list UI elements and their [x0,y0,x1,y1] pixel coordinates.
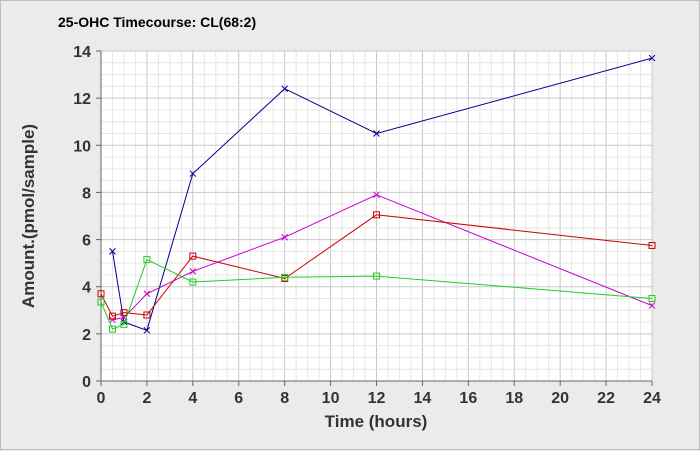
chart-title: 25-OHC Timecourse: CL(68:2) [58,14,256,30]
x-tick-label: 20 [551,390,569,407]
x-tick-label: 14 [414,390,432,407]
data-point [108,312,116,320]
x-tick-label: 2 [142,390,151,407]
data-point-stroke [143,290,151,298]
data-point [97,290,105,298]
data-point-stroke [373,130,380,137]
x-tick-label: 4 [188,390,197,407]
y-axis-label: Amount.(pmol/sample) [19,124,38,308]
x-tick-label: 16 [459,390,477,407]
data-point [281,233,289,241]
x-tick-label: 22 [597,390,615,407]
x-tick-label: 8 [280,390,289,407]
x-tick-label: 10 [322,390,340,407]
x-tick-label: 12 [368,390,386,407]
series-1 [109,54,656,334]
y-tick-label: 10 [73,138,91,155]
data-point-stroke [143,326,151,334]
data-point-stroke [109,248,116,255]
x-tick-label: 24 [643,390,661,407]
y-tick-label: 2 [82,327,91,344]
data-point [281,85,289,93]
data-point-stroke [281,233,289,241]
data-point [109,248,116,255]
data-point [120,320,128,328]
data-point-stroke [281,85,289,93]
y-tick-label: 12 [73,91,91,108]
data-point [373,191,380,199]
data-point-stroke [189,268,197,275]
data-point [97,298,105,306]
data-point [281,273,289,281]
data-point [373,211,380,219]
data-point-stroke [109,316,116,324]
data-point [648,295,656,302]
data-point [143,256,151,264]
data-point-stroke [648,302,656,309]
data-point [648,302,656,309]
data-point [189,268,197,275]
y-tick-label: 4 [82,280,91,297]
series-line [100,214,653,317]
y-tick-label: 0 [82,374,91,391]
data-point [373,130,380,137]
data-point [648,241,656,249]
data-point [373,272,380,280]
data-point [143,326,151,334]
data-point [648,54,656,62]
data-point [189,252,197,260]
data-point-stroke [648,54,656,62]
data-point [143,311,151,319]
data-point [120,309,128,317]
data-point [109,316,116,324]
data-point [189,170,197,177]
data-point-stroke [373,191,380,199]
data-point [108,325,116,333]
y-tick-label: 14 [73,44,91,61]
y-tick-label: 8 [82,185,91,202]
series-group [97,54,656,334]
x-tick-label: 6 [234,390,243,407]
data-point [189,278,197,286]
data-point [143,290,151,298]
x-tick-label: 18 [505,390,523,407]
data-point-stroke [189,170,197,177]
series-4 [97,256,656,333]
series-2 [109,191,656,324]
series-line [100,258,653,330]
x-axis-label: Time (hours) [325,412,428,431]
x-tick-label: 0 [97,390,106,407]
y-tick-label: 6 [82,233,91,250]
